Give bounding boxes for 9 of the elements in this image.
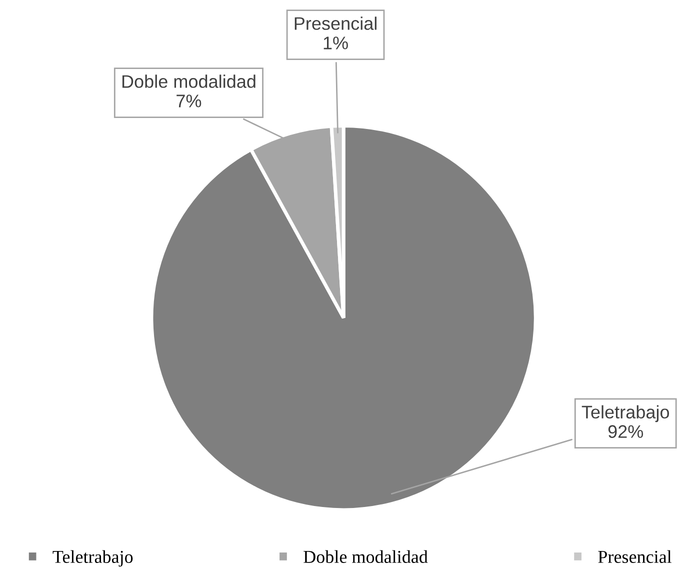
slice-label: Presencial — [294, 16, 376, 30]
data-label: 7% — [176, 94, 202, 108]
legend-label: Teletrabajo — [52, 550, 133, 567]
legend-label: Presencial — [598, 550, 672, 563]
slice-label: Teletrabajo — [582, 405, 670, 422]
data-label: 92% — [608, 425, 644, 438]
slice-label: Doble modalidad — [122, 74, 256, 88]
data-label: 1% — [324, 36, 348, 50]
legend-label: Doble modalidad — [304, 550, 428, 563]
